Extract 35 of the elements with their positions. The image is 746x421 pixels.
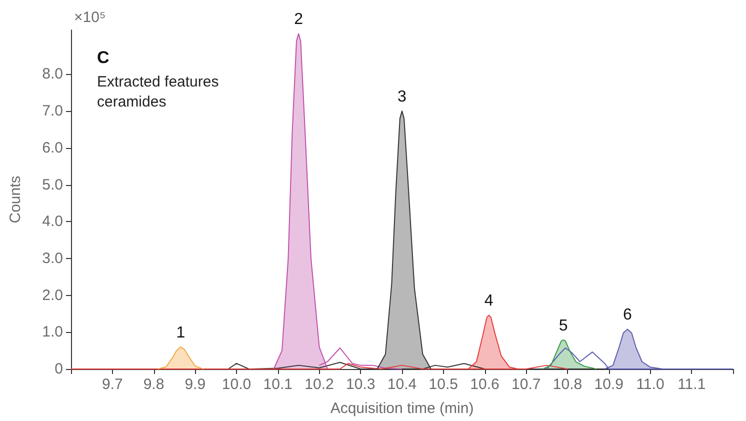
y-tick-label: 8.0 — [42, 66, 63, 83]
x-tick-label: 10.9 — [594, 376, 624, 393]
x-tick-label: 9.8 — [143, 376, 164, 393]
y-tick-label: 0 — [54, 360, 63, 378]
y-axis-title: Counts — [7, 176, 24, 224]
y-tick-label: 7.0 — [42, 102, 63, 120]
y-tick-label: 6.0 — [42, 139, 63, 156]
x-tick-label: 11.0 — [636, 376, 664, 393]
x-tick-label: 10.1 — [263, 376, 292, 393]
y-tick-label: 1.0 — [42, 324, 63, 341]
text: Extracted features ceramides — [97, 74, 223, 110]
x-tick-label: 9.9 — [184, 376, 206, 393]
x-tick-label: 10.2 — [304, 376, 334, 393]
y-tick-label: 5.0 — [42, 176, 63, 194]
x-tick-label: 10.4 — [387, 376, 417, 393]
text: C — [97, 48, 110, 67]
annotation: 1 — [176, 324, 186, 342]
annotation: 6 — [623, 306, 632, 324]
annotation: 4 — [484, 292, 494, 310]
x-tick-label: 11.1 — [678, 376, 706, 393]
y-tick-label: 4.0 — [42, 213, 63, 230]
y-tick-label: 3.0 — [42, 250, 63, 267]
x-tick-label: 10.0 — [222, 376, 252, 393]
text: ×10⁵ — [74, 9, 106, 26]
x-tick-label: 10.7 — [512, 376, 541, 393]
x-tick-label: 10.8 — [552, 376, 582, 393]
x-tick-label: 10.3 — [346, 376, 376, 393]
x-axis-title: Acquisition time (min) — [330, 400, 474, 417]
annotation: 3 — [398, 88, 407, 106]
annotation: 2 — [294, 11, 304, 28]
annotation: 5 — [558, 317, 568, 334]
x-tick-label: 10.5 — [428, 376, 458, 393]
x-tick-label: 9.7 — [102, 376, 123, 393]
x-tick-label: 10.6 — [470, 376, 500, 393]
y-tick-label: 2.0 — [42, 286, 63, 304]
